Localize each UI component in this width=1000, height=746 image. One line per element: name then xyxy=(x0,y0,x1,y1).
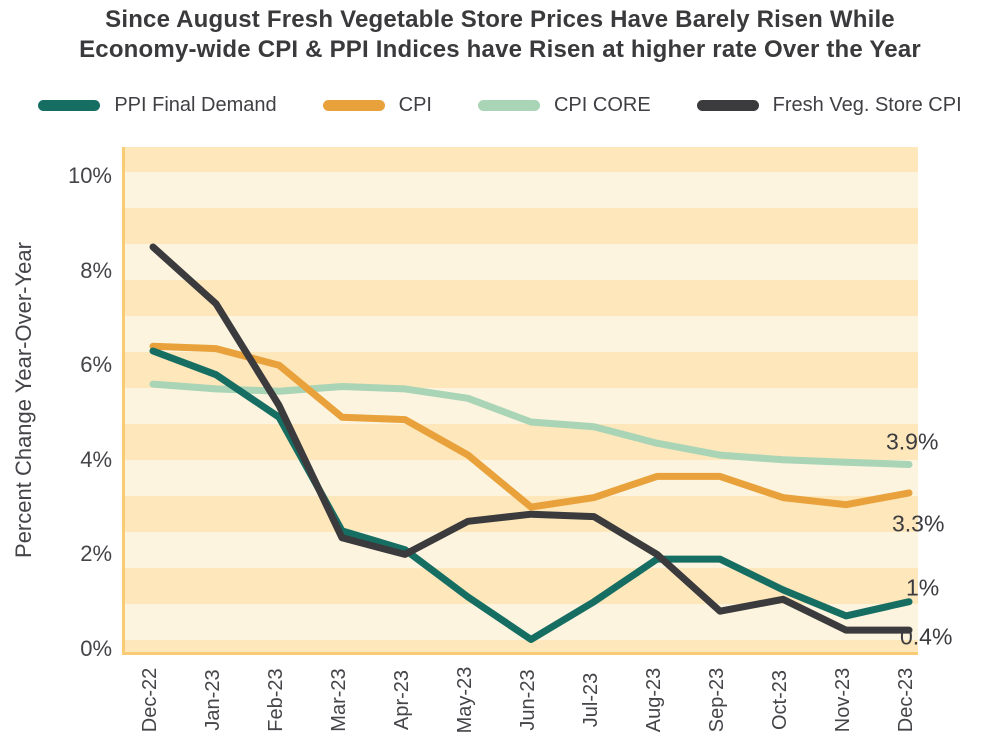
x-tick-label: Apr-23 xyxy=(391,669,413,731)
x-tick-label: May-23 xyxy=(454,666,476,734)
x-tick-label: Jan-23 xyxy=(202,669,224,731)
end-label-fresh-veg-store-cpi: 0.4% xyxy=(900,623,953,650)
legend-label: CPI CORE xyxy=(553,93,651,116)
chart-title-line-2: Economy-wide CPI & PPI Indices have Rise… xyxy=(79,36,921,63)
x-tick-label: Mar-23 xyxy=(328,668,350,732)
end-label-ppi-final-demand: 1% xyxy=(906,574,940,601)
x-tick-label: Sep-23 xyxy=(706,667,728,733)
legend: PPI Final Demand CPI CPI CORE Fresh Veg. St… xyxy=(0,90,1000,120)
y-tick-label: 10% xyxy=(67,163,112,188)
chart-title-line-1: Since August Fresh Vegetable Store Price… xyxy=(105,6,895,33)
end-label-cpi: 3.3% xyxy=(892,510,945,537)
legend-item-cpi-core: CPI CORE xyxy=(477,93,651,117)
x-tick-label: Feb-23 xyxy=(265,668,287,732)
x-tick-label: Jun-23 xyxy=(517,669,539,731)
y-tick-label: 8% xyxy=(80,257,112,283)
plot-area xyxy=(122,147,918,655)
x-tick-label: Nov-23 xyxy=(832,667,854,733)
y-axis-title: Percent Change Year-Over-Year xyxy=(11,242,36,558)
x-tick-label: Oct-23 xyxy=(769,669,791,731)
legend-item-ppi-final-demand: PPI Final Demand xyxy=(38,93,277,117)
y-tick-label: 2% xyxy=(80,541,112,567)
legend-label: PPI Final Demand xyxy=(114,93,277,116)
legend-label: CPI xyxy=(398,93,432,116)
series-line-cpi-core xyxy=(149,380,913,468)
y-tick-label: 0% xyxy=(80,636,112,661)
series-line-fresh-veg-store-cpi xyxy=(149,243,913,634)
legend-label: Fresh Veg. Store CPI xyxy=(772,93,962,116)
x-tick-label: Aug-23 xyxy=(643,667,665,733)
legend-swatch-icon xyxy=(477,99,540,111)
legend-item-fresh-veg-store-cpi: Fresh Veg. Store CPI xyxy=(696,93,962,117)
legend-swatch-icon xyxy=(38,99,101,111)
x-tick-label: Dec-23 xyxy=(895,667,917,733)
series-line-ppi-final-demand xyxy=(149,347,913,643)
y-tick-label: 4% xyxy=(80,446,112,472)
series-line-cpi xyxy=(149,342,913,511)
chart-title: Since August Fresh Vegetable Store Price… xyxy=(0,5,1000,65)
legend-swatch-icon xyxy=(696,99,759,111)
end-label-cpi-core: 3.9% xyxy=(886,428,939,455)
legend-swatch-icon xyxy=(322,99,385,111)
line-series-canvas xyxy=(149,243,913,643)
legend-item-cpi: CPI xyxy=(322,93,432,117)
y-tick-label: 6% xyxy=(80,352,112,378)
x-tick-label: Jul-23 xyxy=(580,672,602,728)
x-tick-label: Dec-22 xyxy=(139,667,161,733)
